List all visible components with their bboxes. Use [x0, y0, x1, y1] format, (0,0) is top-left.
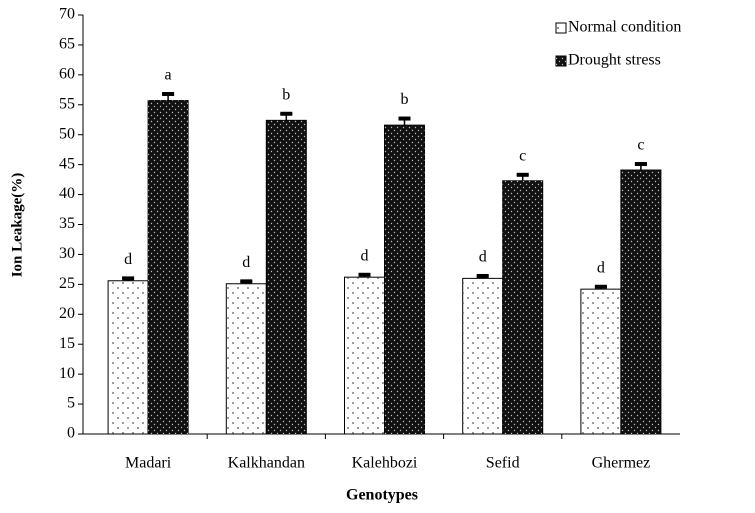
- y-tick-label: 35: [59, 215, 75, 232]
- y-tick-label: 15: [59, 335, 75, 352]
- bar-texture: [580, 289, 621, 434]
- error-cap: [280, 111, 293, 116]
- y-tick-label: 30: [59, 245, 75, 262]
- y-tick-label: 70: [59, 6, 75, 23]
- y-tick-label: 5: [67, 395, 75, 412]
- y-tick-label: 40: [59, 185, 75, 202]
- significance-letter: d: [124, 251, 132, 268]
- bar-texture: [620, 170, 661, 434]
- significance-letter: b: [401, 91, 409, 108]
- y-tick-label: 20: [59, 305, 75, 322]
- bar-texture: [148, 100, 189, 435]
- x-tick-label: Madari: [125, 455, 172, 472]
- y-tick-label: 45: [59, 155, 75, 172]
- significance-letter: d: [242, 254, 250, 271]
- x-tick-label: Kalehbozi: [352, 455, 418, 472]
- legend-texture: [556, 56, 566, 66]
- legend-texture: [556, 23, 566, 33]
- bar-texture: [462, 278, 503, 434]
- significance-letter: c: [519, 147, 526, 164]
- error-cap: [358, 272, 371, 277]
- y-tick-label: 60: [59, 66, 75, 83]
- error-cap: [122, 276, 135, 281]
- error-cap: [398, 116, 411, 121]
- bar-texture: [266, 120, 307, 434]
- significance-letter: a: [165, 67, 172, 84]
- bar-texture: [344, 277, 385, 434]
- legend-label: Drought stress: [568, 52, 661, 69]
- error-cap: [516, 172, 529, 177]
- bar-texture: [384, 125, 425, 434]
- y-axis-title: Ion Leakage(%): [9, 173, 25, 278]
- significance-letter: d: [597, 259, 605, 276]
- y-tick-label: 10: [59, 365, 75, 382]
- significance-letter: d: [479, 249, 487, 266]
- bar-texture: [502, 180, 543, 434]
- significance-letter: b: [282, 86, 290, 103]
- error-cap: [162, 92, 175, 97]
- error-cap: [476, 273, 489, 278]
- x-tick-label: Kalkhandan: [228, 455, 305, 472]
- x-tick-label: Ghermez: [592, 455, 651, 472]
- y-tick-label: 50: [59, 125, 75, 142]
- x-tick-label: Sefid: [486, 455, 520, 472]
- bar-texture: [108, 280, 149, 434]
- error-cap: [240, 279, 253, 284]
- bar-texture: [226, 283, 267, 434]
- significance-letter: d: [361, 247, 369, 264]
- significance-letter: c: [637, 137, 644, 154]
- y-tick-label: 55: [59, 95, 75, 112]
- y-tick-label: 65: [59, 36, 75, 53]
- x-axis-title: Genotypes: [346, 487, 418, 504]
- y-tick-label: 25: [59, 275, 75, 292]
- error-cap: [594, 284, 607, 289]
- error-cap: [634, 162, 647, 167]
- legend-label: Normal condition: [568, 19, 681, 36]
- y-tick-label: 0: [67, 425, 75, 442]
